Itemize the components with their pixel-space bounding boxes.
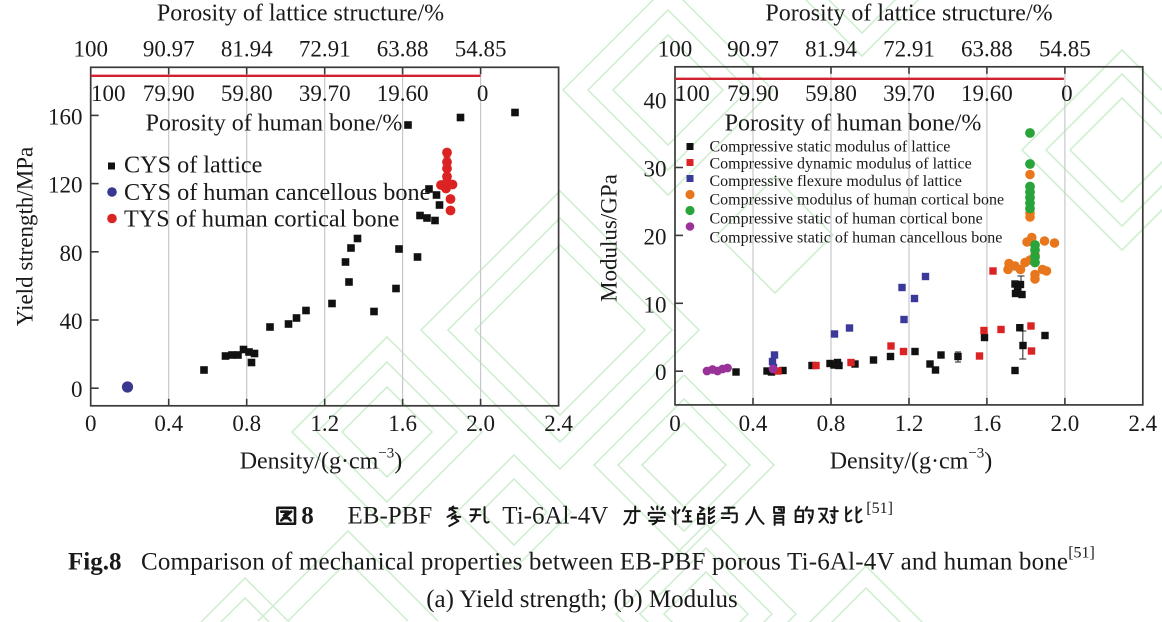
- svg-text:CYS of lattice: CYS of lattice: [124, 152, 262, 179]
- svg-text:0.8: 0.8: [817, 411, 846, 436]
- svg-text:Ti-6Al-4V: Ti-6Al-4V: [502, 503, 608, 530]
- svg-text:Porosity of lattice structure/: Porosity of lattice structure/%: [157, 1, 444, 27]
- svg-text:EB-PBF: EB-PBF: [348, 503, 433, 530]
- svg-text:0.4: 0.4: [739, 411, 768, 436]
- svg-text:20: 20: [644, 224, 667, 249]
- svg-text:2.0: 2.0: [466, 411, 495, 436]
- svg-text:[51]: [51]: [866, 500, 893, 517]
- svg-text:80: 80: [60, 241, 83, 266]
- svg-text:Porosity of human bone/%: Porosity of human bone/%: [725, 111, 982, 137]
- svg-text:79.90: 79.90: [143, 81, 195, 106]
- svg-text:0: 0: [1061, 81, 1073, 106]
- svg-text:39.70: 39.70: [883, 81, 935, 106]
- svg-text:Compressive dynamic modulus of: Compressive dynamic modulus of lattice: [710, 156, 972, 173]
- svg-text:40: 40: [644, 89, 667, 114]
- svg-text:0: 0: [669, 411, 681, 436]
- svg-text:160: 160: [48, 104, 83, 129]
- svg-text:Fig.8 Comparison of mechanica: Fig.8 Comparison of mechanical propertie…: [68, 544, 1095, 575]
- svg-text:(a) Yield strength; (b) Modulu: (a) Yield strength; (b) Modulus: [426, 586, 738, 613]
- svg-text:Compressive static of human ca: Compressive static of human cancellous b…: [710, 230, 1003, 247]
- svg-text:0.4: 0.4: [154, 411, 183, 436]
- svg-text:100: 100: [73, 37, 108, 62]
- svg-text:72.91: 72.91: [883, 37, 935, 62]
- svg-text:Density/(g·cm−3): Density/(g·cm−3): [240, 446, 403, 475]
- svg-text:0: 0: [85, 411, 97, 436]
- svg-text:Compressive static modulus of: Compressive static modulus of lattice: [710, 139, 951, 156]
- svg-text:100: 100: [675, 81, 710, 106]
- svg-text:CYS of human cancellous bone: CYS of human cancellous bone: [124, 179, 430, 206]
- svg-text:79.90: 79.90: [727, 81, 779, 106]
- svg-text:2.4: 2.4: [1128, 411, 1157, 436]
- svg-text:Compressive static of human co: Compressive static of human cortical bon…: [710, 211, 983, 228]
- svg-text:59.80: 59.80: [221, 81, 273, 106]
- svg-text:1.6: 1.6: [388, 411, 417, 436]
- svg-text:40: 40: [60, 309, 83, 334]
- svg-text:TYS of human cortical bone: TYS of human cortical bone: [124, 205, 399, 232]
- svg-text:0: 0: [477, 81, 489, 106]
- svg-text:1.2: 1.2: [310, 411, 339, 436]
- svg-text:Porosity of human bone/%: Porosity of human bone/%: [146, 111, 403, 137]
- svg-text:90.97: 90.97: [143, 37, 195, 62]
- svg-text:100: 100: [658, 37, 693, 62]
- svg-text:2.0: 2.0: [1051, 411, 1080, 436]
- svg-text:81.94: 81.94: [221, 37, 273, 62]
- svg-text:10: 10: [644, 292, 667, 317]
- svg-text:63.88: 63.88: [377, 37, 429, 62]
- svg-text:2.4: 2.4: [544, 411, 573, 436]
- svg-text:Modulus/GPa: Modulus/GPa: [597, 174, 622, 302]
- svg-text:Compressive flexure modulus of: Compressive flexure modulus of lattice: [710, 173, 962, 190]
- svg-text:Compressive modulus of human c: Compressive modulus of human cortical bo…: [710, 192, 1005, 209]
- svg-text:Porosity of lattice structure/: Porosity of lattice structure/%: [765, 1, 1052, 27]
- svg-text:0.8: 0.8: [232, 411, 261, 436]
- svg-text:54.85: 54.85: [455, 37, 507, 62]
- svg-text:Yield strength/MPa: Yield strength/MPa: [12, 147, 37, 327]
- svg-text:90.97: 90.97: [727, 37, 779, 62]
- svg-text:72.91: 72.91: [299, 37, 351, 62]
- svg-text:54.85: 54.85: [1039, 37, 1091, 62]
- svg-text:0: 0: [655, 360, 667, 385]
- svg-text:30: 30: [644, 157, 667, 182]
- svg-text:100: 100: [91, 81, 126, 106]
- svg-text:120: 120: [48, 173, 83, 198]
- svg-text:19.60: 19.60: [961, 81, 1013, 106]
- svg-text:63.88: 63.88: [961, 37, 1013, 62]
- svg-text:1.6: 1.6: [973, 411, 1002, 436]
- svg-text:19.60: 19.60: [377, 81, 429, 106]
- svg-text:39.70: 39.70: [299, 81, 351, 106]
- svg-text:81.94: 81.94: [805, 37, 857, 62]
- svg-text:59.80: 59.80: [805, 81, 857, 106]
- svg-text:Density/(g·cm−3): Density/(g·cm−3): [830, 446, 993, 475]
- svg-text:8: 8: [301, 503, 314, 530]
- svg-text:0: 0: [71, 377, 83, 402]
- svg-text:1.2: 1.2: [895, 411, 924, 436]
